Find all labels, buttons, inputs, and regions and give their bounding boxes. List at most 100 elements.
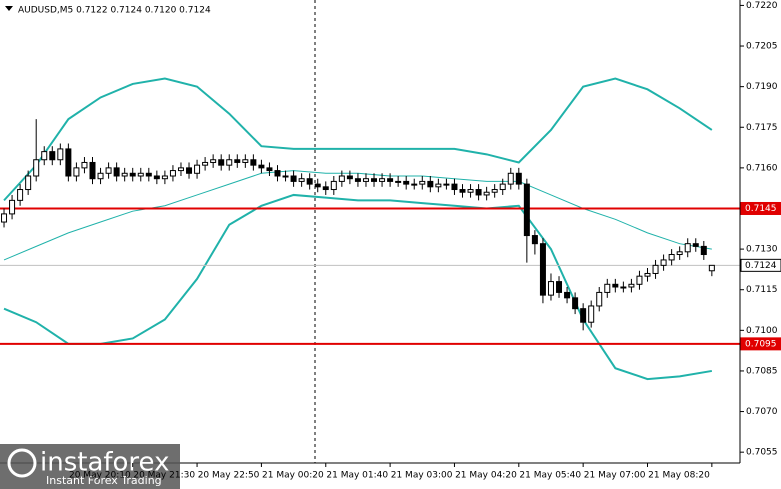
candle-body [186,167,193,174]
watermark-brand: instaforex [40,448,169,478]
candle-body [194,164,201,174]
candle-body [129,172,136,177]
candle-body [596,291,603,307]
candle-body [290,175,297,182]
candle-body [258,164,265,169]
candle-body [684,243,691,253]
candle-body [9,199,16,215]
y-tick-label: 0.7130 [746,245,778,255]
candle-body [491,189,498,193]
candle-body [644,272,651,277]
candle-body [636,275,643,285]
candle-body [419,180,426,185]
candle-body [531,235,538,245]
candle-body [73,167,80,177]
candle-body [515,172,522,185]
candle-body [387,178,394,182]
candle-body [354,178,361,182]
y-tick-label: 0.7100 [746,326,778,336]
candle-body [1,213,8,223]
candle-body [330,180,337,191]
candle-body [435,183,442,188]
candle-body [346,175,353,180]
candle-body [57,148,64,161]
candle-body [564,291,571,299]
candle-body [692,243,699,247]
price-label: 0.7124 [745,261,777,271]
watermark-tagline: Instant Forex Trading [46,474,162,487]
candle-body [362,178,369,182]
y-tick-label: 0.7055 [746,448,778,458]
candle-body [371,178,378,182]
candle-body [612,283,619,288]
x-tick-label: 20 May 21:30 [133,471,195,481]
menu-arrow [5,6,13,11]
candle-body [89,161,96,180]
candle-body [105,167,112,174]
y-tick-label: 0.7190 [746,82,778,92]
candle-body [314,183,321,188]
candle-body [676,251,683,256]
candle-body [113,167,120,177]
plot [0,77,740,381]
candle-body [161,175,168,180]
band-lower [3,193,713,381]
candle-body [282,175,289,178]
price-label: 0.7095 [745,339,777,349]
chart-title: AUDUSD,M5 0.7122 0.7124 0.7120 0.7124 [18,6,211,16]
candle-body [443,183,450,186]
price-label-box [740,337,781,351]
candle-body [700,245,707,256]
candle-body [580,308,587,323]
candle-body [652,264,659,274]
price-label: 0.7145 [745,204,777,214]
x-tick-label: 21 May 07:00 [584,471,646,481]
y-tick-label: 0.7220 [746,1,778,11]
price-label-box [740,201,781,215]
candle-body [523,183,530,237]
candle-body [588,305,595,323]
candle-body [41,151,48,161]
x-tick-label: 21 May 00:20 [262,471,324,481]
x-tick-label: 20 May 20:10 [69,471,131,481]
candle-body [137,172,144,177]
candle-body [242,159,249,163]
candle-body [234,159,241,163]
candle-body [556,281,563,293]
candle-body [145,172,152,177]
x-tick-label: 21 May 01:40 [326,471,388,481]
x-tick-label: 20 May 22:50 [198,471,260,481]
watermark-logo [7,448,37,478]
candle-body [202,161,209,166]
candle-body [17,189,24,201]
candle-body [169,170,176,177]
candle-body [153,175,160,180]
y-tick-label: 0.7070 [746,407,778,417]
y-tick-label: 0.7175 [746,123,778,133]
y-tick-label: 0.7115 [746,285,778,295]
candle-body [467,189,474,193]
candle-body [250,159,257,166]
y-tick-label: 0.7160 [746,163,778,173]
candle-body [475,189,482,196]
candle-body [499,183,506,191]
candle-body [25,175,32,191]
y-tick-label: 0.7205 [746,42,778,52]
x-tick-label: 21 May 03:00 [391,471,453,481]
candle-body [306,178,313,185]
candle-body [539,243,546,296]
candle-body [403,180,410,185]
y-tick-label: 0.7085 [746,366,778,376]
candle-body [708,264,715,272]
candle-body [572,297,579,310]
x-tick-label: 21 May 05:40 [519,471,581,481]
candle-body [411,183,418,186]
candle-body [620,286,627,289]
candle-body [266,167,273,172]
price-label-box [740,258,781,272]
candle-body [604,283,611,293]
candle-body [628,283,635,288]
